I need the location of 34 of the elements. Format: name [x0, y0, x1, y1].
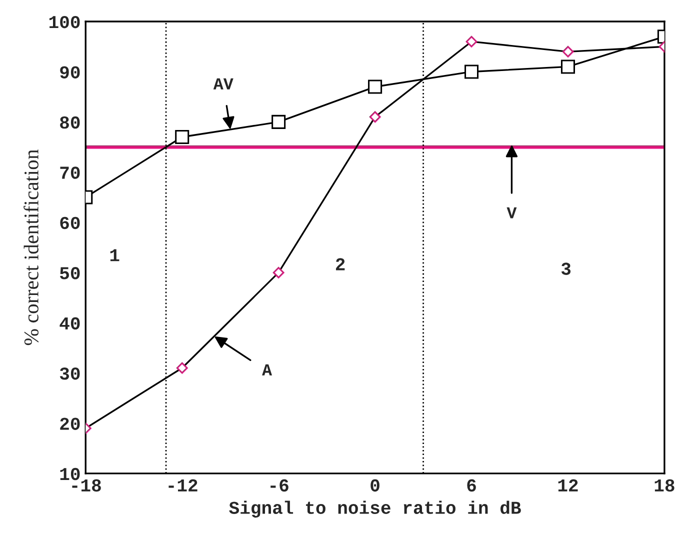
x-tick-label: -12 [168, 479, 198, 492]
y-axis-title: % correct identification [24, 149, 39, 346]
annotation: AV [213, 78, 234, 90]
point [562, 46, 574, 58]
point [560, 60, 575, 74]
point [272, 266, 284, 278]
y-tick-label: 50 [60, 267, 80, 280]
annotation: 3 [561, 262, 571, 275]
x-tick-label: 18 [654, 479, 674, 492]
y-tick-label: 60 [60, 216, 80, 230]
point [369, 111, 381, 123]
annotation: 2 [336, 258, 345, 270]
y-tick-label: 70 [60, 166, 80, 179]
x-tick-label: 0 [370, 479, 380, 492]
x-tick-label: 12 [558, 479, 578, 492]
point [175, 130, 190, 144]
y-tick-label: 90 [60, 66, 80, 78]
annotation: 1 [110, 249, 120, 262]
y-tick-label: 100 [49, 16, 80, 28]
y-tick-label: 40 [60, 317, 80, 330]
y-tick-label: 20 [60, 418, 80, 430]
annotation: V [506, 207, 517, 218]
annotation: A [262, 364, 272, 376]
y-tick-label: 30 [60, 367, 80, 380]
y-tick-label: 10 [60, 468, 80, 480]
point [464, 64, 479, 79]
x-tick-label: 6 [467, 479, 476, 492]
x-tick-label: -6 [270, 479, 288, 492]
point [272, 114, 286, 129]
y-tick-label: 80 [60, 116, 80, 129]
point [466, 36, 478, 48]
x-tick-label: -18 [72, 479, 101, 492]
x-axis-title: Signal to noise ratio in dB [229, 500, 521, 518]
point [368, 80, 382, 94]
